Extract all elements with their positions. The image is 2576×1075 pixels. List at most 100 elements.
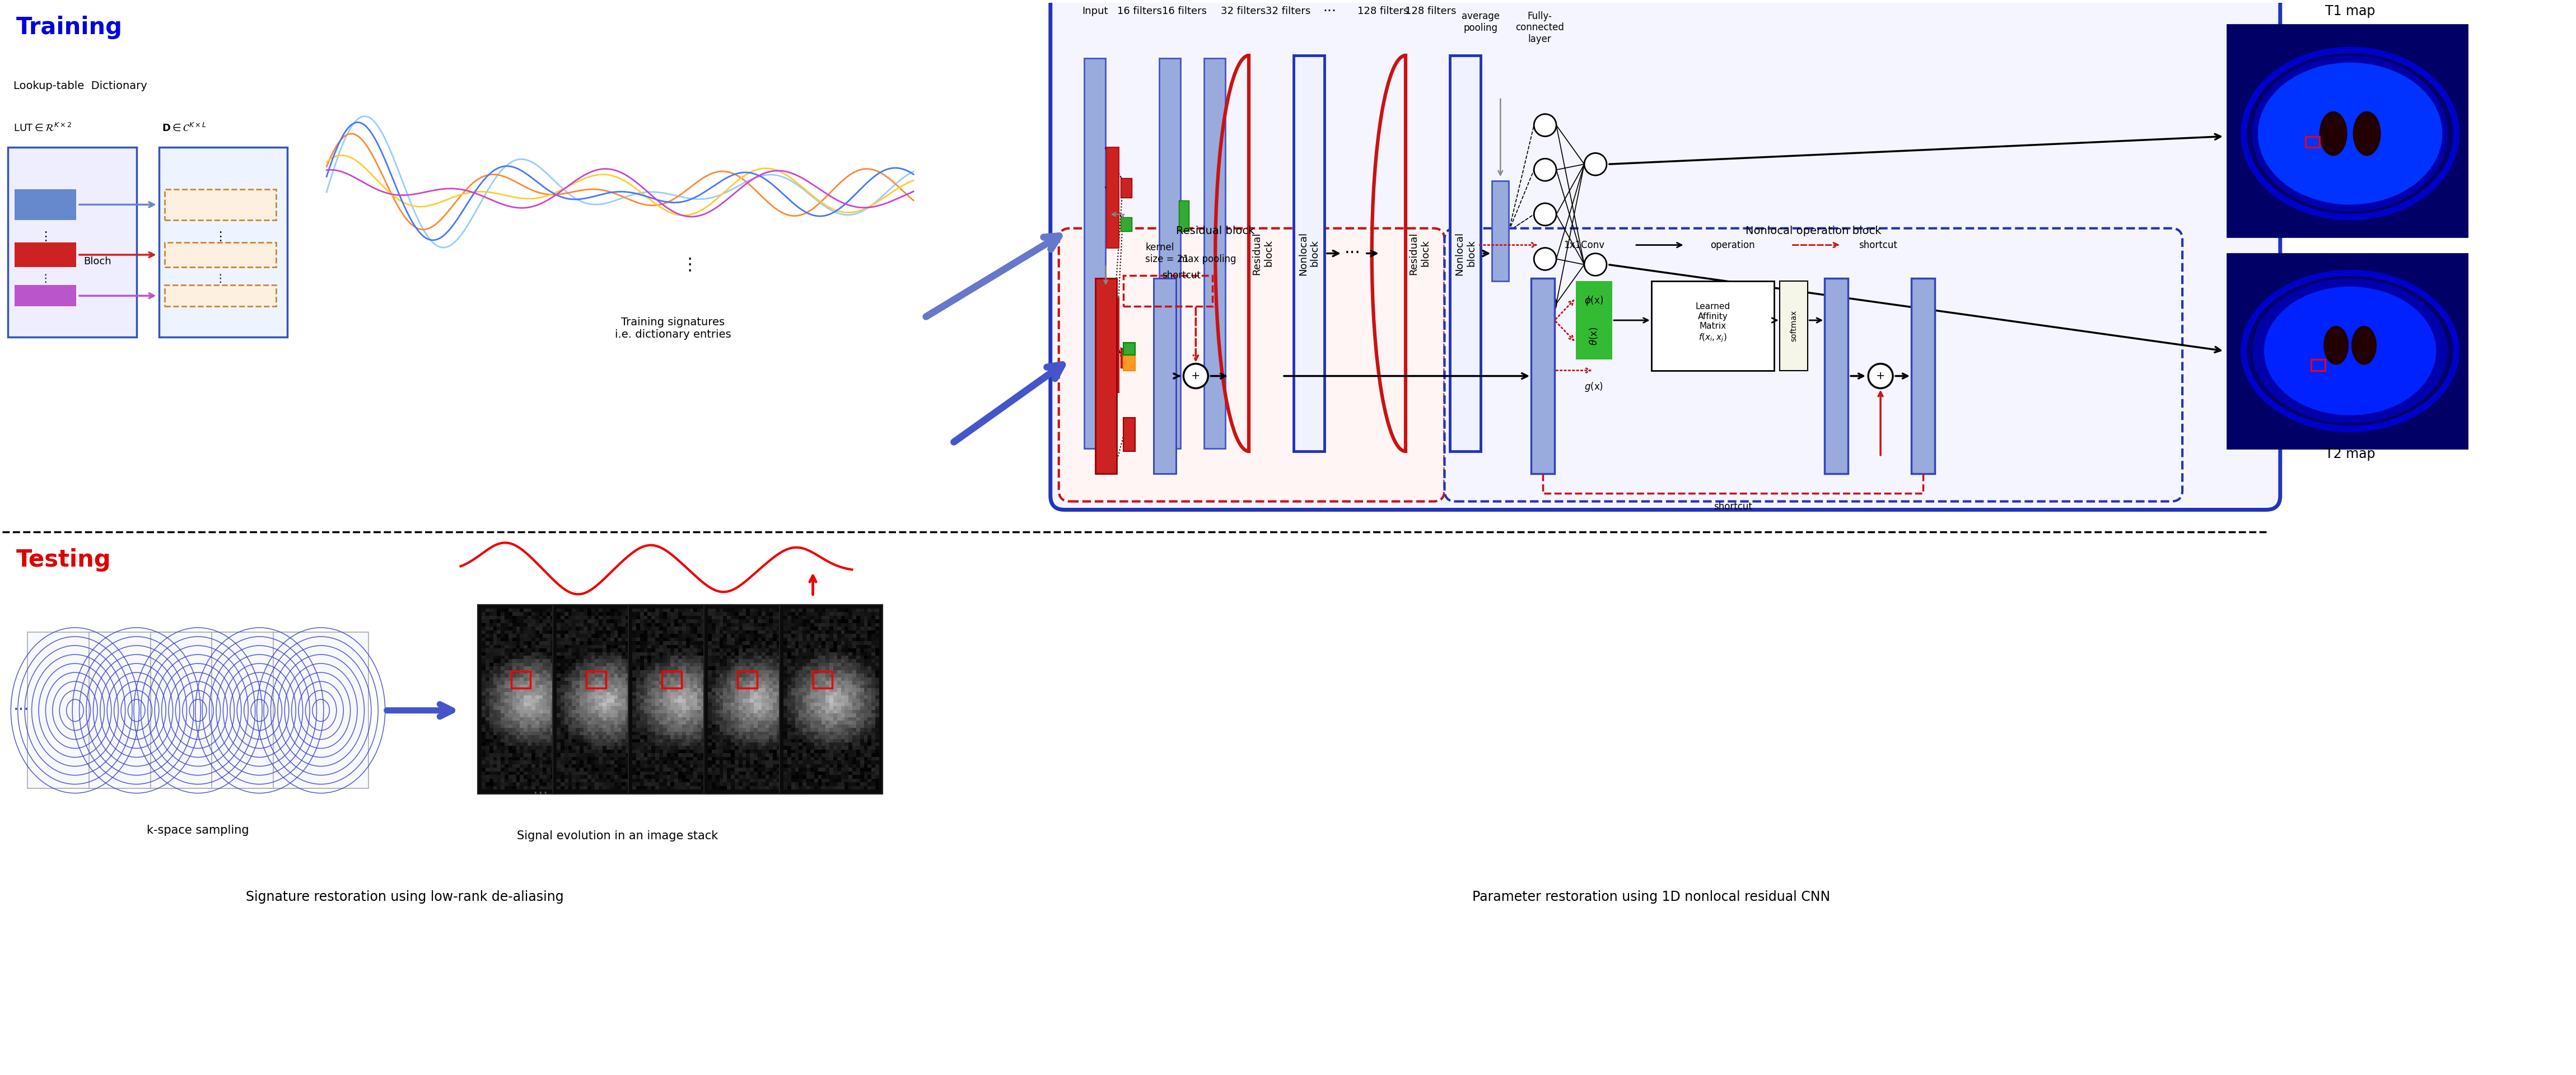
Ellipse shape (2326, 115, 2372, 152)
Bar (554, 604, 657, 794)
Text: 16 filters: 16 filters (1118, 5, 1162, 16)
Text: 1x1Conv: 1x1Conv (1564, 240, 1605, 250)
Text: $\mathbf{D} \in \mathcal{C}^{K\times L}$: $\mathbf{D} \in \mathcal{C}^{K\times L}$ (162, 123, 206, 133)
Text: $\theta$(x): $\theta$(x) (1589, 327, 1600, 345)
Text: Residual
block: Residual block (1252, 232, 1273, 275)
Bar (1121, 348, 1131, 368)
Bar (15, 242, 77, 268)
Ellipse shape (2251, 278, 2447, 424)
Ellipse shape (2352, 326, 2378, 364)
Text: softmax: softmax (1790, 310, 1798, 342)
Bar (1123, 355, 1136, 371)
Text: Residual block: Residual block (1177, 226, 1255, 236)
Bar (273, 632, 368, 788)
Text: ⋮: ⋮ (214, 273, 227, 284)
Bar (165, 285, 276, 306)
FancyBboxPatch shape (1445, 228, 2182, 501)
Bar (8, 147, 137, 336)
Ellipse shape (2277, 76, 2424, 190)
Bar (1450, 56, 1481, 452)
Text: Nonlocal operation block: Nonlocal operation block (1747, 226, 1880, 236)
Bar (477, 604, 580, 794)
Text: k-space sampling: k-space sampling (147, 825, 250, 836)
Circle shape (1533, 159, 1556, 181)
Bar (1180, 200, 1190, 231)
Bar (814, 672, 832, 688)
Circle shape (1533, 114, 1556, 137)
Ellipse shape (2300, 96, 2398, 171)
Ellipse shape (2264, 287, 2437, 415)
Ellipse shape (2251, 56, 2447, 212)
Ellipse shape (2308, 318, 2393, 383)
FancyBboxPatch shape (1051, 0, 2280, 510)
Bar (1095, 278, 1115, 473)
Bar (1159, 58, 1180, 448)
Text: +: + (1875, 371, 1886, 382)
Text: T2 map: T2 map (2326, 447, 2375, 461)
Bar (28, 632, 124, 788)
Text: 32 filters: 32 filters (1221, 5, 1265, 16)
Text: $g$(x): $g$(x) (1584, 381, 1602, 393)
Text: Lookup-table  Dictionary: Lookup-table Dictionary (13, 81, 147, 91)
Bar (1492, 181, 1510, 282)
Text: Signature restoration using low-rank de-aliasing: Signature restoration using low-rank de-… (245, 890, 564, 904)
Text: Nonlocal
block: Nonlocal block (1298, 231, 1319, 275)
Text: 128 filters: 128 filters (1404, 5, 1455, 16)
Text: $\mathrm{LUT} \in \mathcal{R}^{K\times2}$: $\mathrm{LUT} \in \mathcal{R}^{K\times2}… (13, 123, 72, 133)
Text: ⋮: ⋮ (680, 257, 698, 273)
Bar (1293, 56, 1324, 452)
Text: ⋮: ⋮ (39, 231, 52, 242)
Bar (2311, 359, 2326, 371)
Ellipse shape (2334, 120, 2367, 147)
Circle shape (1584, 254, 1607, 275)
Text: kernel
size = 21: kernel size = 21 (1146, 243, 1190, 264)
Text: 16 filters: 16 filters (1162, 5, 1208, 16)
Ellipse shape (2295, 311, 2403, 391)
Bar (703, 604, 806, 794)
Ellipse shape (2318, 110, 2380, 157)
Text: shortcut: shortcut (1713, 502, 1752, 512)
Text: shortcut: shortcut (1857, 240, 1896, 250)
Text: ···: ··· (533, 786, 549, 802)
Text: shortcut: shortcut (1162, 271, 1200, 281)
Bar (587, 672, 605, 688)
Bar (1203, 58, 1226, 448)
Bar (165, 189, 276, 220)
Text: ⋮: ⋮ (214, 231, 227, 242)
Bar (737, 672, 757, 688)
Text: Training signatures
i.e. dictionary entries: Training signatures i.e. dictionary entr… (616, 317, 732, 340)
Bar (15, 189, 77, 220)
Bar (1105, 147, 1118, 248)
Text: Learned
Affinity
Matrix
$f(x_i,x_j)$: Learned Affinity Matrix $f(x_i,x_j)$ (1695, 302, 1731, 344)
Text: 128 filters: 128 filters (1358, 5, 1409, 16)
FancyBboxPatch shape (1059, 228, 1445, 501)
Circle shape (1182, 363, 1208, 388)
Ellipse shape (2257, 62, 2442, 204)
Ellipse shape (2324, 326, 2349, 364)
Bar (1911, 278, 1935, 473)
Bar (2228, 25, 2468, 236)
Text: Residual
block: Residual block (1409, 232, 1430, 275)
Text: $\phi$(x): $\phi$(x) (1584, 295, 1602, 307)
Bar (90, 632, 183, 788)
Text: ···: ··· (1324, 4, 1337, 17)
Bar (1824, 278, 1847, 473)
Text: +: + (1190, 371, 1200, 382)
Ellipse shape (2342, 345, 2357, 357)
Bar (1123, 418, 1136, 452)
Text: max pooling: max pooling (1180, 254, 1236, 264)
Text: T1 map: T1 map (2326, 4, 2375, 17)
Text: Fully-
connected
layer: Fully- connected layer (1515, 11, 1564, 44)
Bar (1105, 298, 1118, 392)
Bar (510, 672, 531, 688)
Ellipse shape (2331, 338, 2367, 364)
Ellipse shape (2282, 300, 2419, 401)
Bar (165, 242, 276, 268)
Bar (1123, 343, 1136, 355)
Text: Input: Input (1082, 5, 1108, 16)
Bar (1154, 278, 1177, 473)
Ellipse shape (2311, 103, 2391, 164)
Text: average
pooling: average pooling (1461, 11, 1499, 33)
Bar (2306, 137, 2318, 147)
Bar (2228, 254, 2468, 448)
